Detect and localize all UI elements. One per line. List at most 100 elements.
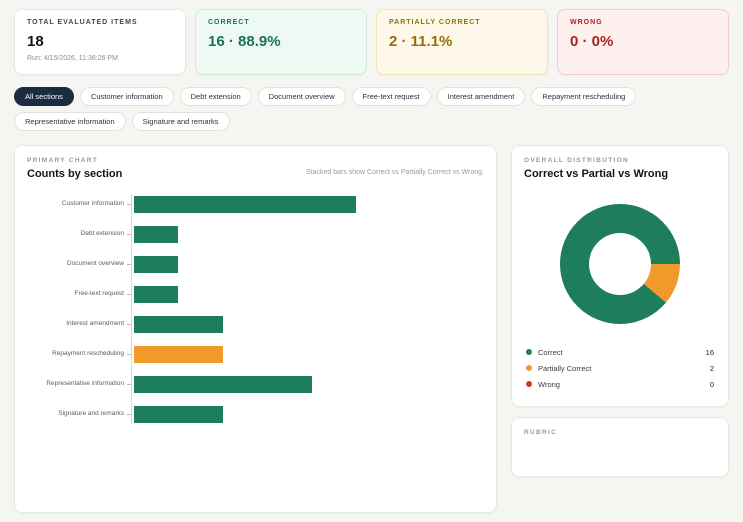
right-column: OVERALL DISTRIBUTION Correct vs Partial … xyxy=(511,145,729,477)
bar-category-label: Debt extension xyxy=(80,230,124,238)
bar-track: 1 xyxy=(134,226,484,243)
legend-label: Partially Correct xyxy=(538,363,592,373)
bar-value-label: 2 xyxy=(476,321,480,328)
axis-tick xyxy=(127,354,131,355)
legend-row: Wrong 0 xyxy=(524,376,716,392)
axis-tick xyxy=(127,414,131,415)
stat-label: CORRECT xyxy=(208,19,250,26)
donut-chart-wrap xyxy=(524,204,716,324)
stat-card-total: TOTAL EVALUATED ITEMS 18 Run: 4/15/2026,… xyxy=(14,9,186,75)
distribution-panel: OVERALL DISTRIBUTION Correct vs Partial … xyxy=(511,145,729,407)
bar-chart-row: Representative information 4 xyxy=(27,376,484,393)
filter-chip[interactable]: Document overview xyxy=(257,87,346,106)
stacked-bar: 5 xyxy=(134,196,484,213)
primary-chart-note: Stacked bars show Correct vs Partially C… xyxy=(305,169,484,176)
filter-chip[interactable]: All sections xyxy=(14,87,74,106)
bar-value-label: 1 xyxy=(476,231,480,238)
legend-value: 2 xyxy=(709,363,714,373)
legend-row: Partially Correct 2 xyxy=(524,360,716,376)
donut-chart xyxy=(560,204,680,324)
filter-chip[interactable]: Free-text request xyxy=(351,87,431,106)
bar-category-label: Interest amendment xyxy=(66,320,124,328)
filter-chip[interactable]: Interest amendment xyxy=(436,87,526,106)
primary-chart-title: Counts by section xyxy=(27,168,123,180)
bar-track: 2 xyxy=(134,346,484,363)
donut-hole xyxy=(589,233,651,295)
legend-dot-icon xyxy=(526,365,532,371)
bar-value-label: 2 xyxy=(476,411,480,418)
legend-value: 16 xyxy=(705,347,714,357)
bar-chart-row: Document overview 1 xyxy=(27,256,484,273)
bar-segment xyxy=(134,286,179,303)
bar-value-label: 5 xyxy=(476,201,480,208)
rubric-eyebrow: RUBRIC xyxy=(524,429,558,436)
bar-value-label: 1 xyxy=(476,291,480,298)
bar-chart-row: Customer information 5 xyxy=(27,196,484,213)
bar-category-label: Signature and remarks xyxy=(58,410,124,418)
filter-chip[interactable]: Representative information xyxy=(14,112,126,131)
bar-chart-row: Signature and remarks 2 xyxy=(27,406,484,423)
rubric-panel: RUBRIC xyxy=(511,417,729,477)
primary-chart-header: PRIMARY CHART Counts by section Stacked … xyxy=(27,157,484,180)
filter-chip[interactable]: Signature and remarks xyxy=(131,112,230,131)
bar-segment xyxy=(134,346,223,363)
stacked-bar: 2 xyxy=(134,346,484,363)
axis-tick xyxy=(127,234,131,235)
filter-chip[interactable]: Repayment rescheduling xyxy=(531,87,637,106)
bar-segment xyxy=(134,226,179,243)
bar-track: 5 xyxy=(134,196,484,213)
axis-tick xyxy=(127,264,131,265)
stacked-bar: 4 xyxy=(134,376,484,393)
bar-category-label: Customer information xyxy=(61,200,124,208)
primary-chart-eyebrow: PRIMARY CHART xyxy=(27,157,99,164)
stat-label: WRONG xyxy=(570,19,603,26)
bar-category-label: Document overview xyxy=(66,260,124,268)
stacked-bar: 1 xyxy=(134,286,484,303)
distribution-eyebrow: OVERALL DISTRIBUTION xyxy=(524,157,629,164)
bar-track: 1 xyxy=(134,256,484,273)
panels-row: PRIMARY CHART Counts by section Stacked … xyxy=(14,145,729,513)
legend-dot-icon xyxy=(526,381,532,387)
stat-value: 18 xyxy=(27,33,44,50)
bar-category-label: Representative information xyxy=(46,380,124,388)
bar-segment xyxy=(134,316,223,333)
donut-legend: Correct 16 Partially Correct 2 Wrong 0 xyxy=(524,344,716,392)
axis-tick xyxy=(127,384,131,385)
bar-chart-row: Free-text request 1 xyxy=(27,286,484,303)
primary-chart-panel: PRIMARY CHART Counts by section Stacked … xyxy=(14,145,497,513)
stat-label: TOTAL EVALUATED ITEMS xyxy=(27,19,138,26)
bar-track: 1 xyxy=(134,286,484,303)
legend-label: Correct xyxy=(538,347,563,357)
bar-track: 4 xyxy=(134,376,484,393)
stacked-bar: 1 xyxy=(134,256,484,273)
bar-chart-axis-line xyxy=(131,194,132,425)
axis-tick xyxy=(127,324,131,325)
stat-value: 2 · 11.1% xyxy=(389,33,453,50)
bar-value-label: 1 xyxy=(476,261,480,268)
legend-value: 0 xyxy=(709,379,714,389)
bar-segment xyxy=(134,256,179,273)
filter-chips: All sections Customer information Debt ext… xyxy=(14,87,729,131)
stat-value: 16 · 88.9% xyxy=(208,33,281,50)
legend-label: Wrong xyxy=(538,379,560,389)
stat-card-wrong: WRONG 0 · 0% xyxy=(557,9,729,75)
axis-tick xyxy=(127,204,131,205)
legend-dot-icon xyxy=(526,349,532,355)
bar-track: 2 xyxy=(134,406,484,423)
legend-row: Correct 16 xyxy=(524,344,716,360)
bar-chart-row: Interest amendment 2 xyxy=(27,316,484,333)
bar-chart-rows: Customer information 5 Debt extension 1 Docu… xyxy=(27,196,484,423)
bar-category-label: Free-text request xyxy=(74,290,125,298)
bar-segment xyxy=(134,406,223,423)
stat-value: 0 · 0% xyxy=(570,33,614,50)
axis-tick xyxy=(127,294,131,295)
stat-card-partially-correct: PARTIALLY CORRECT 2 · 11.1% xyxy=(376,9,548,75)
distribution-title: Correct vs Partial vs Wrong xyxy=(524,168,669,180)
filter-chip[interactable]: Customer information xyxy=(79,87,174,106)
stats-row: TOTAL EVALUATED ITEMS 18 Run: 4/15/2026,… xyxy=(14,9,729,75)
stacked-bar: 1 xyxy=(134,226,484,243)
filter-chip[interactable]: Debt extension xyxy=(179,87,252,106)
stat-card-correct: CORRECT 16 · 88.9% xyxy=(195,9,367,75)
stacked-bar: 2 xyxy=(134,406,484,423)
bar-chart-row: Repayment rescheduling 2 xyxy=(27,346,484,363)
